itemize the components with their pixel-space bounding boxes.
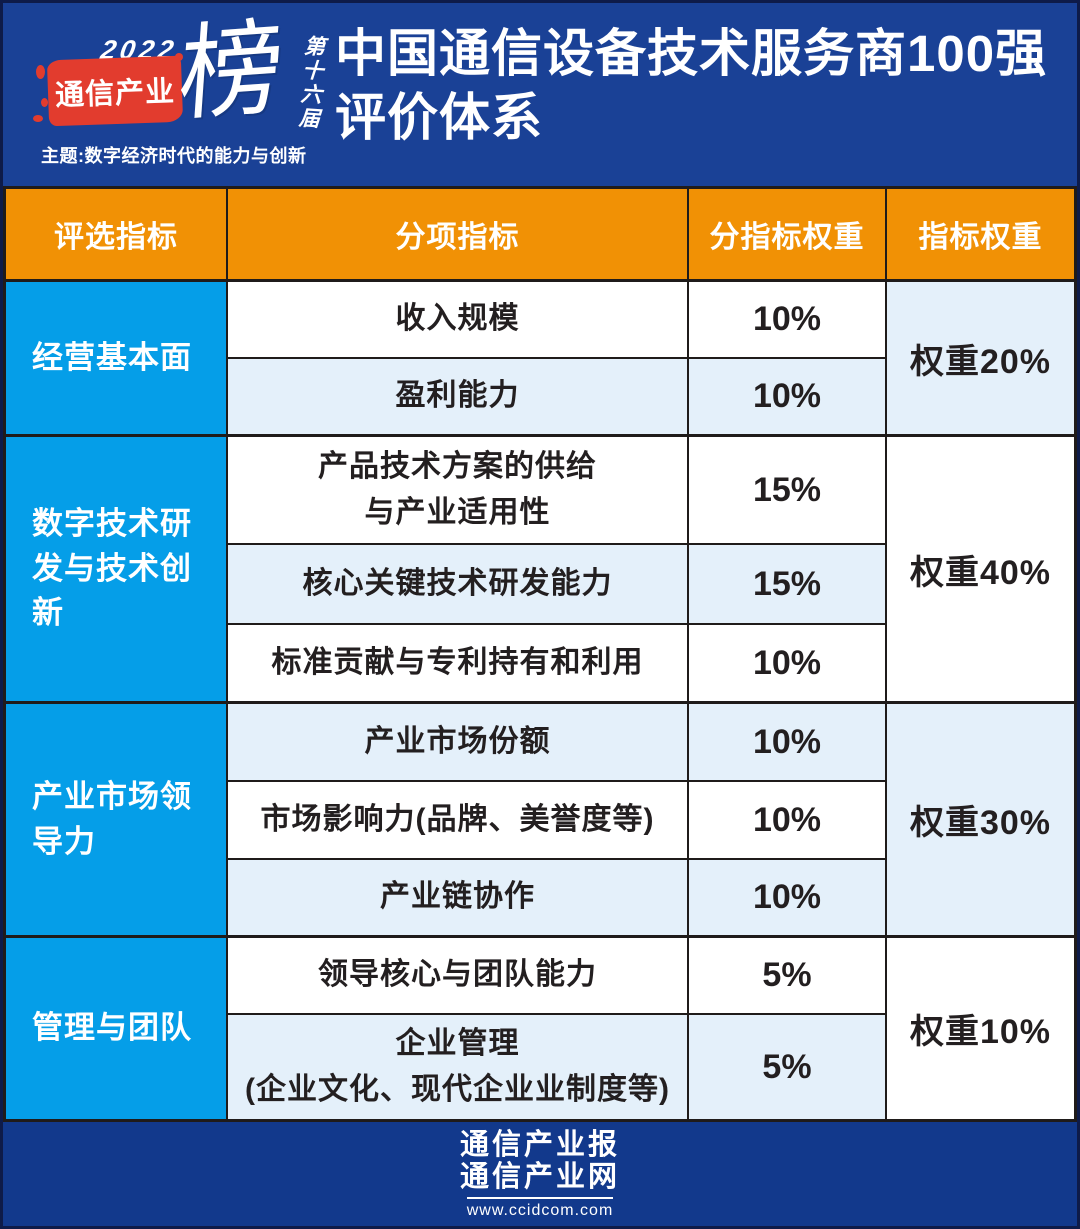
- sub-weight-cell: 10%: [689, 282, 887, 359]
- sub-weight-cell: 15%: [689, 437, 887, 545]
- logo-rank-character: 榜: [174, 5, 288, 137]
- sub-weight-cell: 15%: [689, 545, 887, 625]
- sub-indicator-cell: 市场影响力(品牌、美誉度等): [228, 782, 689, 860]
- logo-brush-stroke: 通信产业: [46, 55, 184, 127]
- group-weight-cell: 权重20%: [887, 282, 1074, 437]
- footer-brand-newspaper: 通信产业报: [459, 1128, 620, 1161]
- brush-splatter-icon: [33, 115, 43, 122]
- logo-edition: 第十六届: [295, 34, 328, 132]
- footer-brand-website: 通信产业网: [459, 1160, 620, 1193]
- header-banner: 2022 通信产业 榜 第十六届 主题:数字经济时代的能力与创新 中国通信设备技…: [3, 3, 1077, 186]
- sub-indicator-cell: 标准贡献与专利持有和利用: [228, 625, 689, 704]
- sub-indicator-cell: 产业市场份额: [228, 704, 689, 782]
- sub-weight-cell: 10%: [689, 860, 887, 938]
- sub-indicator-cell: 领导核心与团队能力: [228, 938, 689, 1015]
- category-cell-management-team: 管理与团队: [6, 938, 228, 1119]
- sub-indicator-cell: 收入规模: [228, 282, 689, 359]
- sub-weight-cell: 10%: [689, 782, 887, 860]
- sub-indicator-cell: 核心关键技术研发能力: [228, 545, 689, 625]
- category-cell-digital-rnd-innovation: 数字技术研发与技术创新: [6, 437, 228, 704]
- sub-weight-cell: 10%: [689, 359, 887, 437]
- group-weight-cell: 权重40%: [887, 437, 1074, 704]
- category-cell-market-leadership: 产业市场领导力: [6, 704, 228, 938]
- sub-weight-cell: 10%: [689, 625, 887, 704]
- sub-weight-cell: 10%: [689, 704, 887, 782]
- column-header-sub-weight: 分指标权重: [689, 189, 887, 282]
- title-line-1: 中国通信设备技术服务商100强: [335, 25, 1048, 82]
- evaluation-table: 评选指标 分项指标 分指标权重 指标权重 经营基本面 收入规模 10% 盈利能力…: [3, 186, 1077, 1122]
- column-header-weight: 指标权重: [887, 189, 1074, 282]
- sub-weight-cell: 5%: [689, 938, 887, 1015]
- category-cell-business-fundamentals: 经营基本面: [6, 282, 228, 437]
- page-title: 中国通信设备技术服务商100强 评价体系: [333, 3, 1077, 186]
- brush-splatter-icon: [41, 98, 48, 107]
- column-header-indicator: 评选指标: [6, 189, 228, 282]
- group-weight-cell: 权重10%: [887, 938, 1074, 1119]
- logo-slogan: 主题:数字经济时代的能力与创新: [41, 146, 307, 166]
- title-line-2: 评价体系: [335, 89, 544, 147]
- logo: 2022 通信产业 榜 第十六届 主题:数字经济时代的能力与创新: [3, 3, 333, 186]
- footer: 通信产业报 通信产业网 www.ccidcom.com: [3, 1122, 1077, 1226]
- sub-weight-cell: 5%: [689, 1015, 887, 1119]
- sub-indicator-cell: 产业链协作: [228, 860, 689, 938]
- column-header-sub-indicator: 分项指标: [228, 189, 689, 282]
- group-weight-cell: 权重30%: [887, 704, 1074, 938]
- footer-url: www.ccidcom.com: [466, 1197, 614, 1220]
- sub-indicator-cell: 产品技术方案的供给 与产业适用性: [228, 437, 689, 545]
- sub-indicator-cell: 盈利能力: [228, 359, 689, 437]
- brush-splatter-icon: [36, 65, 45, 79]
- sub-indicator-cell: 企业管理 (企业文化、现代企业业制度等): [228, 1015, 689, 1119]
- logo-brand: 通信产业: [54, 75, 176, 113]
